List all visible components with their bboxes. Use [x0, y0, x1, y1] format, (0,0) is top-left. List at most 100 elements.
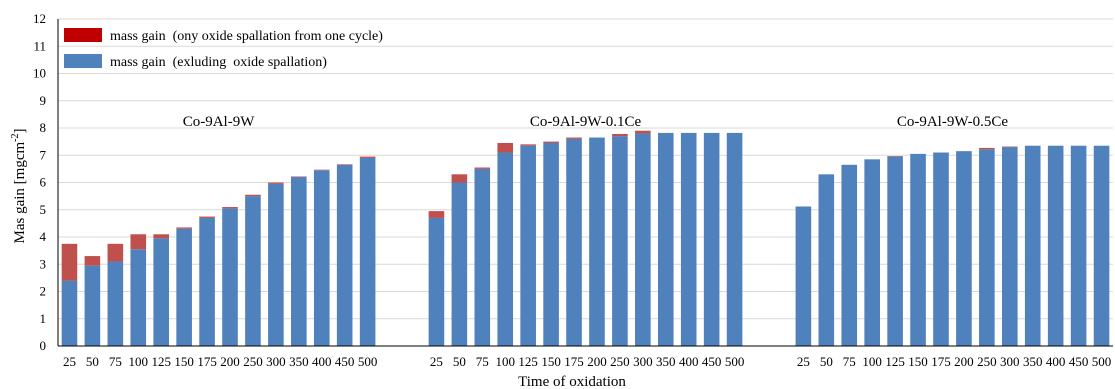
bar-excluding-spallation	[245, 196, 261, 346]
bar-excluding-spallation	[841, 164, 858, 346]
x-tick-label: 400	[312, 354, 332, 369]
bar-spallation	[222, 207, 238, 209]
bar-spallation	[107, 243, 124, 262]
bar-excluding-spallation	[795, 206, 812, 346]
y-tick-label: 12	[33, 11, 46, 26]
x-tick-label: 250	[977, 354, 997, 369]
x-tick-label: 125	[518, 354, 538, 369]
y-tick-label: 2	[40, 284, 47, 299]
bar-excluding-spallation	[680, 132, 697, 346]
legend-swatch-excluding	[64, 54, 102, 68]
bar-spallation	[635, 130, 651, 134]
y-tick-label: 8	[40, 120, 47, 135]
bar-excluding-spallation	[176, 228, 192, 346]
x-tick-label: 200	[954, 354, 974, 369]
bar-excluding-spallation	[864, 159, 880, 346]
bar-excluding-spallation	[313, 170, 330, 346]
x-tick-label: 175	[197, 354, 217, 369]
x-tick-label: 350	[289, 354, 309, 369]
bar-spallation	[979, 147, 995, 150]
y-tick-label: 9	[40, 93, 47, 108]
bar-excluding-spallation	[1001, 147, 1018, 346]
x-tick-label: 125	[885, 354, 905, 369]
bar-spallation	[61, 243, 78, 281]
bar-excluding-spallation	[979, 149, 995, 346]
x-tick-label: 25	[63, 354, 76, 369]
y-axis-title-close: ]	[12, 129, 28, 134]
y-axis-title: Mas gain [mgcm-2]	[10, 129, 28, 244]
x-tick-label: 50	[86, 354, 99, 369]
bar-spallation	[130, 234, 147, 250]
x-tick-label: 200	[587, 354, 607, 369]
x-tick-labels: 25 50 75 100 125 150 175 200 250 300 350 400 450 500 2…	[63, 354, 1111, 369]
bar-spallation	[451, 174, 468, 183]
x-tick-label: 300	[1000, 354, 1020, 369]
group-label: Co-9Al-9W-0.5Ce	[897, 114, 1009, 130]
axes	[57, 19, 1113, 347]
x-tick-label: 175	[564, 354, 584, 369]
bar-excluding-spallation	[359, 157, 376, 346]
x-tick-label: 450	[702, 354, 722, 369]
bar-spallation	[268, 182, 284, 184]
x-tick-label: 25	[797, 354, 810, 369]
x-tick-label: 250	[610, 354, 630, 369]
bar-excluding-spallation	[1024, 145, 1041, 346]
x-tick-label: 300	[633, 354, 653, 369]
bar-spallation	[199, 216, 215, 218]
y-axis-title-main: Mas gain [mgcm	[12, 142, 28, 244]
y-tick-label: 0	[40, 338, 47, 353]
bar-excluding-spallation	[336, 164, 353, 346]
x-tick-label: 450	[335, 354, 355, 369]
bar-spallation	[313, 169, 330, 171]
x-axis-title: Time of oxidation	[518, 374, 626, 389]
bar-excluding-spallation	[291, 177, 307, 346]
legend-label-excluding: mass gain (exluding oxide spallation)	[110, 55, 327, 70]
bar-spallation	[566, 137, 582, 139]
x-tick-label: 50	[453, 354, 466, 369]
y-tick-label: 1	[40, 311, 47, 326]
y-axis-title-superscript: -2	[10, 134, 21, 142]
bar-excluding-spallation	[268, 183, 284, 346]
bar-excluding-spallation	[589, 137, 605, 346]
x-tick-label: 500	[725, 354, 745, 369]
x-tick-label: 350	[1023, 354, 1043, 369]
x-tick-label: 100	[129, 354, 149, 369]
bar-spallation	[176, 227, 192, 229]
x-tick-label: 400	[1046, 354, 1066, 369]
group-label: Co-9Al-9W	[183, 114, 255, 130]
bar-excluding-spallation	[153, 238, 170, 346]
bar-excluding-spallation	[703, 132, 720, 346]
bar-spallation	[336, 164, 353, 165]
bar-excluding-spallation	[910, 153, 926, 346]
x-tick-label: 150	[174, 354, 194, 369]
x-tick-label: 400	[679, 354, 699, 369]
y-tick-label: 7	[40, 147, 47, 162]
bar-excluding-spallation	[566, 138, 582, 346]
bar-spallation	[153, 234, 170, 239]
bar-spallation	[520, 144, 536, 146]
x-tick-label: 175	[931, 354, 951, 369]
bar-spallation	[497, 142, 514, 153]
legend-swatch-spallation	[64, 28, 102, 42]
bar-excluding-spallation	[199, 217, 215, 346]
bar-spallation	[291, 176, 307, 178]
bar-spallation	[474, 167, 491, 169]
y-tick-label: 11	[33, 38, 46, 53]
bar-excluding-spallation	[726, 132, 743, 346]
bar-spallation	[543, 141, 559, 143]
bar-excluding-spallation	[1070, 145, 1087, 346]
bar-excluding-spallation	[222, 208, 238, 346]
bar-excluding-spallation	[130, 249, 147, 346]
bar-excluding-spallation	[428, 217, 445, 346]
legend-label-spallation: mass gain (ony oxide spallation from one…	[110, 29, 383, 44]
bar-excluding-spallation	[474, 168, 491, 346]
bar-excluding-spallation	[107, 261, 124, 346]
bar-excluding-spallation	[543, 142, 559, 346]
bar-spallation	[1001, 146, 1018, 148]
y-tick-label: 3	[40, 256, 47, 271]
bar-excluding-spallation	[818, 174, 835, 346]
x-tick-label: 500	[358, 354, 378, 369]
x-tick-label: 150	[541, 354, 561, 369]
